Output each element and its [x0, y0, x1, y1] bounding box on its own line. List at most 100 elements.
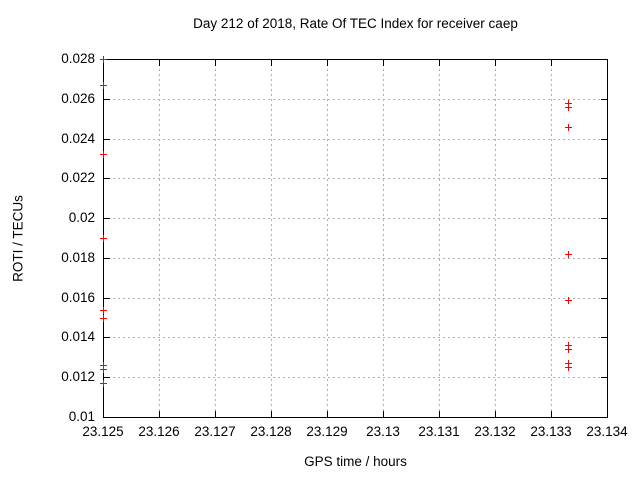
y-tick-right: [601, 139, 607, 140]
vertical-gridline: [327, 59, 328, 417]
data-point-marker: [100, 315, 107, 322]
x-tick-bottom: [159, 411, 160, 417]
data-point-marker: [565, 364, 572, 371]
y-tick-label: 0.012: [61, 369, 95, 385]
vertical-gridline: [159, 59, 160, 417]
y-tick-label: 0.026: [61, 90, 95, 106]
x-tick-bottom: [551, 411, 552, 417]
x-tick-top: [607, 60, 608, 66]
y-tick-label: 0.028: [61, 51, 95, 66]
data-point-marker: [100, 380, 107, 387]
y-tick-right: [601, 337, 607, 338]
data-point-marker: [565, 124, 572, 131]
vertical-gridline: [383, 59, 384, 417]
x-tick-label: 23.132: [474, 424, 516, 439]
horizontal-gridline: [103, 178, 607, 179]
data-point-marker: [100, 151, 107, 158]
vertical-gridline: [271, 59, 272, 417]
x-tick-top: [327, 60, 328, 66]
x-tick-bottom: [495, 411, 496, 417]
horizontal-gridline: [103, 298, 607, 299]
y-tick-right: [601, 99, 607, 100]
x-tick-bottom: [383, 411, 384, 417]
x-tick-top: [439, 60, 440, 66]
y-tick-right: [601, 178, 607, 179]
horizontal-gridline: [103, 99, 607, 100]
y-tick-left: [104, 218, 110, 219]
vertical-gridline: [551, 59, 552, 417]
x-tick-bottom: [607, 411, 608, 417]
data-point-marker: [565, 346, 572, 353]
y-tick-left: [104, 258, 110, 259]
x-tick-bottom: [327, 411, 328, 417]
vertical-gridline: [215, 59, 216, 417]
y-tick-right: [601, 417, 607, 418]
horizontal-gridline: [103, 337, 607, 338]
data-point-marker: [565, 342, 572, 349]
y-tick-label: 0.01: [68, 409, 95, 424]
y-tick-right: [601, 377, 607, 378]
horizontal-gridline: [103, 377, 607, 378]
data-point-marker: [565, 100, 572, 107]
x-tick-label: 23.129: [306, 424, 348, 439]
x-tick-top: [495, 60, 496, 66]
data-point-marker: [565, 251, 572, 258]
data-point-marker: [100, 82, 107, 89]
x-tick-label: 23.134: [586, 424, 628, 439]
plot-area: [100, 56, 608, 418]
x-tick-label: 23.126: [138, 424, 180, 439]
y-tick-label: 0.02: [68, 210, 95, 226]
data-point-marker: [100, 56, 107, 63]
vertical-gridline: [439, 59, 440, 417]
data-point-marker: [100, 235, 107, 242]
plot-border-top: [103, 59, 608, 60]
data-point-marker: [565, 360, 572, 367]
data-point-marker: [100, 366, 107, 373]
x-tick-top: [215, 60, 216, 66]
y-tick-left: [104, 377, 110, 378]
y-tick-left: [104, 178, 110, 179]
horizontal-gridline: [103, 218, 607, 219]
x-tick-top: [383, 60, 384, 66]
data-point-marker: [565, 104, 572, 111]
y-tick-label: 0.024: [61, 130, 95, 146]
x-tick-top: [159, 60, 160, 66]
x-tick-bottom: [271, 411, 272, 417]
y-tick-label: 0.022: [61, 170, 95, 186]
data-point-marker: [100, 307, 107, 314]
horizontal-gridline: [103, 258, 607, 259]
x-tick-label: 23.131: [418, 424, 460, 439]
y-tick-left: [104, 337, 110, 338]
x-tick-label: 23.13: [366, 424, 400, 439]
y-tick-left: [104, 59, 110, 60]
y-tick-right: [601, 218, 607, 219]
x-tick-top: [103, 60, 104, 66]
x-tick-top: [551, 60, 552, 66]
x-tick-label: 23.127: [194, 424, 236, 439]
x-tick-label: 23.125: [82, 424, 124, 439]
y-tick-left: [104, 298, 110, 299]
x-tick-bottom: [439, 411, 440, 417]
x-tick-bottom: [103, 411, 104, 417]
y-tick-left: [104, 417, 110, 418]
x-tick-label: 23.133: [530, 424, 572, 439]
y-tick-label: 0.018: [61, 249, 95, 265]
x-tick-label: 23.128: [250, 424, 292, 439]
chart-title: Day 212 of 2018, Rate Of TEC Index for r…: [193, 16, 518, 31]
x-axis-label: GPS time / hours: [304, 454, 407, 469]
y-axis-label: ROTI / TECUs: [10, 195, 26, 282]
horizontal-gridline: [103, 139, 607, 140]
x-tick-top: [271, 60, 272, 66]
data-point-marker: [565, 297, 572, 304]
data-point-marker: [100, 362, 107, 369]
x-tick-bottom: [215, 411, 216, 417]
y-tick-right: [601, 298, 607, 299]
plot-border-right: [607, 59, 608, 418]
plot-border-bottom: [103, 417, 608, 418]
y-tick-right: [601, 258, 607, 259]
y-tick-left: [104, 99, 110, 100]
vertical-gridline: [495, 59, 496, 417]
y-tick-label: 0.016: [61, 289, 95, 305]
y-tick-label: 0.014: [61, 329, 95, 345]
